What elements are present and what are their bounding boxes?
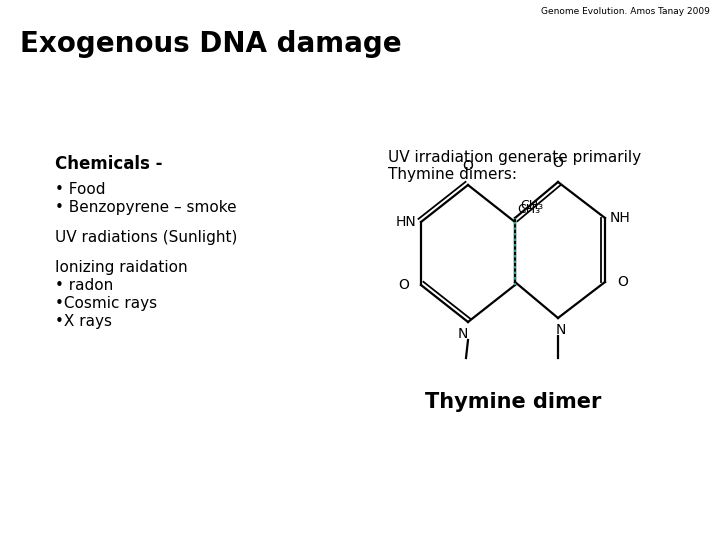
Text: N: N — [556, 323, 566, 337]
Text: NH: NH — [610, 211, 631, 225]
Text: •X rays: •X rays — [55, 314, 112, 329]
Text: • Benzopyrene – smoke: • Benzopyrene – smoke — [55, 200, 237, 215]
Text: Exogenous DNA damage: Exogenous DNA damage — [20, 30, 402, 58]
Text: Genome Evolution. Amos Tanay 2009: Genome Evolution. Amos Tanay 2009 — [541, 7, 710, 16]
Text: • radon: • radon — [55, 278, 113, 293]
Text: O: O — [552, 156, 564, 170]
Text: UV radiations (Sunlight): UV radiations (Sunlight) — [55, 230, 238, 245]
Text: HN: HN — [395, 215, 416, 229]
Text: Ionizing raidation: Ionizing raidation — [55, 260, 188, 275]
Text: O: O — [462, 159, 474, 173]
Text: O: O — [617, 275, 628, 289]
Text: Chemicals -: Chemicals - — [55, 155, 163, 173]
Text: CH₃: CH₃ — [520, 199, 543, 212]
Text: CH₃: CH₃ — [517, 203, 540, 216]
Text: Thymine dimer: Thymine dimer — [425, 392, 601, 412]
Text: O: O — [398, 278, 409, 292]
Text: • Food: • Food — [55, 182, 106, 197]
Text: UV irradiation generate primarily
Thymine dimers:: UV irradiation generate primarily Thymin… — [388, 150, 641, 183]
Text: N: N — [458, 327, 468, 341]
Text: •Cosmic rays: •Cosmic rays — [55, 296, 157, 311]
